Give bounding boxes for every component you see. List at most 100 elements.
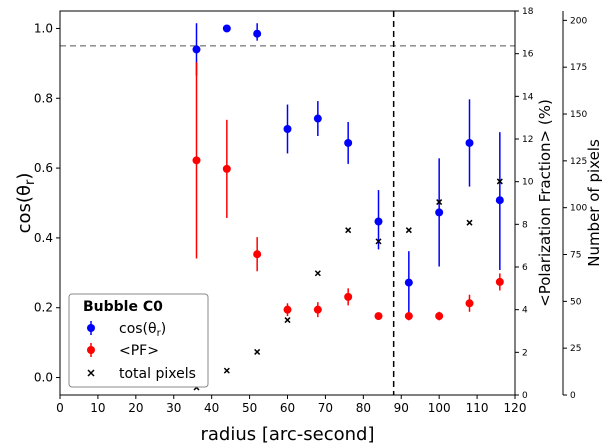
cos-point xyxy=(253,29,262,38)
x-tick-label: 80 xyxy=(356,401,371,415)
legend-cos-marker xyxy=(87,324,95,332)
cos-point xyxy=(465,138,474,147)
y-left-tick-label: 0.6 xyxy=(34,161,53,175)
x-tick-label: 10 xyxy=(90,401,105,415)
pixels-point-stroke xyxy=(496,178,503,185)
y-axis-right1-title: <Polarization Fraction> (%) xyxy=(536,99,554,307)
x-tick-label: 70 xyxy=(318,401,333,415)
cos-point xyxy=(344,138,353,147)
x-tick-label: 90 xyxy=(394,401,409,415)
pf-point xyxy=(465,299,474,308)
series-layer xyxy=(192,23,504,391)
pixels-point xyxy=(223,367,230,374)
x-axis-title: radius [arc-second] xyxy=(200,424,374,445)
legend-pf-label: <PF> xyxy=(119,343,159,359)
legend-cos-label: cos(θr) xyxy=(119,321,166,339)
cos-point xyxy=(283,124,292,133)
y-right1-tick-label: 10 xyxy=(522,178,534,188)
pf-point xyxy=(374,312,383,321)
x-axis: 0 10 20 30 40 50 60 70 80 90 100 110 120 xyxy=(56,395,526,415)
pixels-point-stroke xyxy=(254,348,261,355)
legend: Bubble C0 cos(θr) <PF> total pixels xyxy=(68,293,209,388)
x-tick-label: 100 xyxy=(428,401,451,415)
y-right2-tick-label: 175 xyxy=(570,63,587,73)
y-axis-right-pixels: 0 25 50 75 100 125 150 175 200 xyxy=(562,11,587,401)
y-right1-tick-label: 12 xyxy=(522,135,533,145)
legend-box xyxy=(68,293,209,388)
y-right2-tick-label: 0 xyxy=(570,391,576,401)
y-axis-right2-title: Number of pixels xyxy=(585,139,603,267)
y-right1-tick-label: 2 xyxy=(522,348,528,358)
pixels-point xyxy=(436,199,443,206)
pixels-point xyxy=(405,227,412,234)
x-tick-label: 50 xyxy=(242,401,257,415)
y-right1-tick-label: 4 xyxy=(522,306,528,316)
cos-point xyxy=(313,114,322,123)
y-right1-tick-label: 16 xyxy=(522,50,534,60)
pf-point xyxy=(253,250,262,259)
y-right2-tick-label: 75 xyxy=(570,251,581,261)
pixels-point xyxy=(345,227,352,234)
y-axis-left: 0.0 0.2 0.4 0.6 0.8 1.0 xyxy=(34,21,60,385)
legend-pf-marker xyxy=(87,346,95,354)
cos-point xyxy=(404,278,413,287)
y-right2-tick-label: 200 xyxy=(570,16,587,26)
y-right1-tick-label: 0 xyxy=(522,391,528,401)
pixels-point-stroke xyxy=(223,367,230,374)
pf-point xyxy=(222,164,231,173)
pixels-point xyxy=(284,317,291,324)
y-right2-tick-label: 100 xyxy=(570,204,587,214)
y-left-tick-label: 1.0 xyxy=(34,21,53,35)
legend-cos-close: ) xyxy=(161,321,166,337)
x-tick-label: 0 xyxy=(56,401,64,415)
y-left-tick-label: 0.2 xyxy=(34,301,53,315)
y-right1-tick-label: 14 xyxy=(522,92,534,102)
pf-point xyxy=(404,312,413,321)
pixels-point-stroke xyxy=(345,227,352,234)
legend-pixels-label: total pixels xyxy=(119,366,196,382)
x-tick-label: 120 xyxy=(504,401,527,415)
pf-point xyxy=(344,292,353,301)
y-right2-tick-label: 25 xyxy=(570,344,581,354)
pf-point xyxy=(435,312,444,321)
y-axis-left-title-close: ) xyxy=(14,173,35,180)
pixels-point-stroke xyxy=(284,317,291,324)
y-left-tick-label: 0.0 xyxy=(34,371,53,385)
cos-point xyxy=(222,24,231,33)
pixels-point-stroke xyxy=(405,227,412,234)
pixels-point-stroke xyxy=(375,238,382,245)
legend-cos-subscript: r xyxy=(157,328,162,339)
pixels-point-stroke xyxy=(314,270,321,277)
reference-lines xyxy=(60,11,515,395)
pixels-point xyxy=(314,270,321,277)
x-tick-label: 60 xyxy=(280,401,295,415)
y-right2-tick-label: 125 xyxy=(570,157,587,167)
cos-point xyxy=(495,196,504,205)
pixels-point-stroke xyxy=(466,219,473,226)
y-right1-tick-label: 8 xyxy=(522,220,528,230)
cos-point xyxy=(192,45,201,54)
pixels-point xyxy=(254,348,261,355)
pf-point xyxy=(495,277,504,286)
cos-point xyxy=(374,217,383,226)
y-axis-left-title: cos(θr) xyxy=(14,173,38,234)
x-tick-label: 110 xyxy=(466,401,489,415)
pixels-point xyxy=(496,178,503,185)
y-left-tick-label: 0.8 xyxy=(34,91,53,105)
y-right1-tick-label: 6 xyxy=(522,263,528,273)
pixels-point xyxy=(466,219,473,226)
y-right1-tick-label: 18 xyxy=(522,7,534,17)
x-tick-label: 40 xyxy=(204,401,219,415)
y-axis-left-title-subscript: r xyxy=(23,179,38,185)
legend-pixels-marker xyxy=(87,369,95,377)
cos-point xyxy=(435,208,444,217)
pf-point xyxy=(192,156,201,165)
y-axis-right-polarization: 0 2 4 6 8 10 12 14 16 18 xyxy=(515,7,534,401)
y-right2-tick-label: 150 xyxy=(570,110,587,120)
legend-title: Bubble C0 xyxy=(83,299,163,315)
pixels-point xyxy=(375,238,382,245)
y-right2-tick-label: 50 xyxy=(570,297,582,307)
pf-point xyxy=(313,305,322,314)
x-tick-label: 30 xyxy=(166,401,181,415)
